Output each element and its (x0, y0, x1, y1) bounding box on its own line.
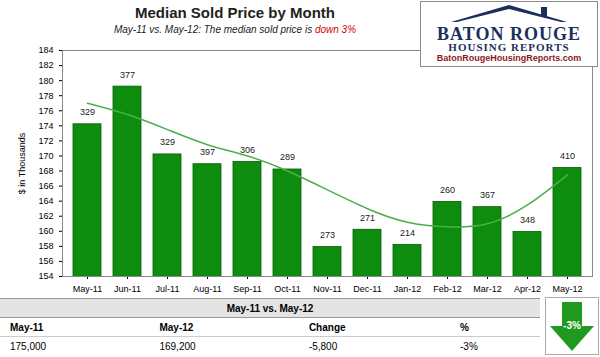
svg-text:May-12: May-12 (552, 284, 582, 294)
html-text:175,000: 175,000 (10, 340, 47, 352)
svg-text:May-11: May-11 (73, 284, 102, 294)
svg-text:170: 170 (38, 151, 53, 161)
svg-text:164: 164 (38, 196, 53, 206)
svg-text:Jan-12: Jan-12 (394, 284, 422, 294)
html-text:Median Sold Price by Month: Median Sold Price by Month (135, 4, 335, 21)
svg-text:168: 168 (38, 166, 53, 176)
svg-text:Oct-11: Oct-11 (274, 284, 300, 294)
svg-text:271: 271 (360, 213, 375, 223)
html-text:May-11: May-11 (10, 321, 44, 333)
svg-text:Dec-11: Dec-11 (353, 284, 381, 294)
html-text:May-12: May-12 (159, 321, 194, 333)
html-text:169,200: 169,200 (159, 340, 196, 352)
html-text:BATON ROUGE: BATON ROUGE (437, 24, 581, 44)
html-text:HOUSING REPORTS: HOUSING REPORTS (448, 41, 570, 53)
svg-text:Jul-11: Jul-11 (156, 284, 180, 294)
svg-text:154: 154 (38, 271, 53, 281)
svg-text:Aug-11: Aug-11 (193, 284, 221, 294)
svg-text:176: 176 (38, 106, 53, 116)
svg-text:$ in Thousands: $ in Thousands (17, 132, 27, 194)
html-text:BatonRougeHousingReports.com: BatonRougeHousingReports.com (436, 53, 582, 63)
svg-text:289: 289 (280, 152, 295, 162)
svg-text:Feb-12: Feb-12 (433, 284, 462, 294)
html-text:Change: Change (308, 321, 346, 333)
svg-text:182: 182 (38, 60, 53, 70)
svg-text:367: 367 (480, 190, 495, 200)
svg-text:Jun-11: Jun-11 (114, 284, 141, 294)
svg-text:Mar-12: Mar-12 (473, 284, 502, 294)
svg-text:214: 214 (400, 228, 415, 238)
svg-text:178: 178 (38, 91, 53, 101)
svg-text:377: 377 (120, 70, 135, 80)
svg-text:156: 156 (38, 256, 53, 266)
svg-text:273: 273 (320, 230, 335, 240)
svg-text:329: 329 (80, 107, 95, 117)
svg-text:-3%: -3% (563, 320, 581, 331)
svg-text:160: 160 (38, 226, 53, 236)
svg-text:180: 180 (38, 76, 53, 86)
svg-text:162: 162 (38, 211, 53, 221)
html-text:May-11 vs. May-12: May-11 vs. May-12 (226, 302, 314, 314)
html-text:May-11 vs. May-12: The median: May-11 vs. May-12: The median sold price… (113, 24, 357, 35)
svg-text:Apr-12: Apr-12 (514, 284, 541, 294)
svg-text:Sep-11: Sep-11 (233, 284, 261, 294)
svg-text:172: 172 (38, 136, 53, 146)
svg-text:306: 306 (240, 145, 255, 155)
svg-text:174: 174 (38, 121, 53, 131)
html-text:-3%: -3% (460, 340, 478, 352)
svg-text:329: 329 (160, 137, 175, 147)
svg-text:184: 184 (38, 45, 53, 55)
svg-text:410: 410 (560, 151, 575, 161)
svg-text:Nov-11: Nov-11 (313, 284, 341, 294)
html-text:-5,800: -5,800 (308, 340, 338, 352)
svg-text:348: 348 (520, 215, 535, 225)
svg-text:158: 158 (38, 241, 53, 251)
svg-text:260: 260 (440, 185, 455, 195)
svg-text:166: 166 (38, 181, 53, 191)
svg-text:397: 397 (200, 147, 215, 157)
